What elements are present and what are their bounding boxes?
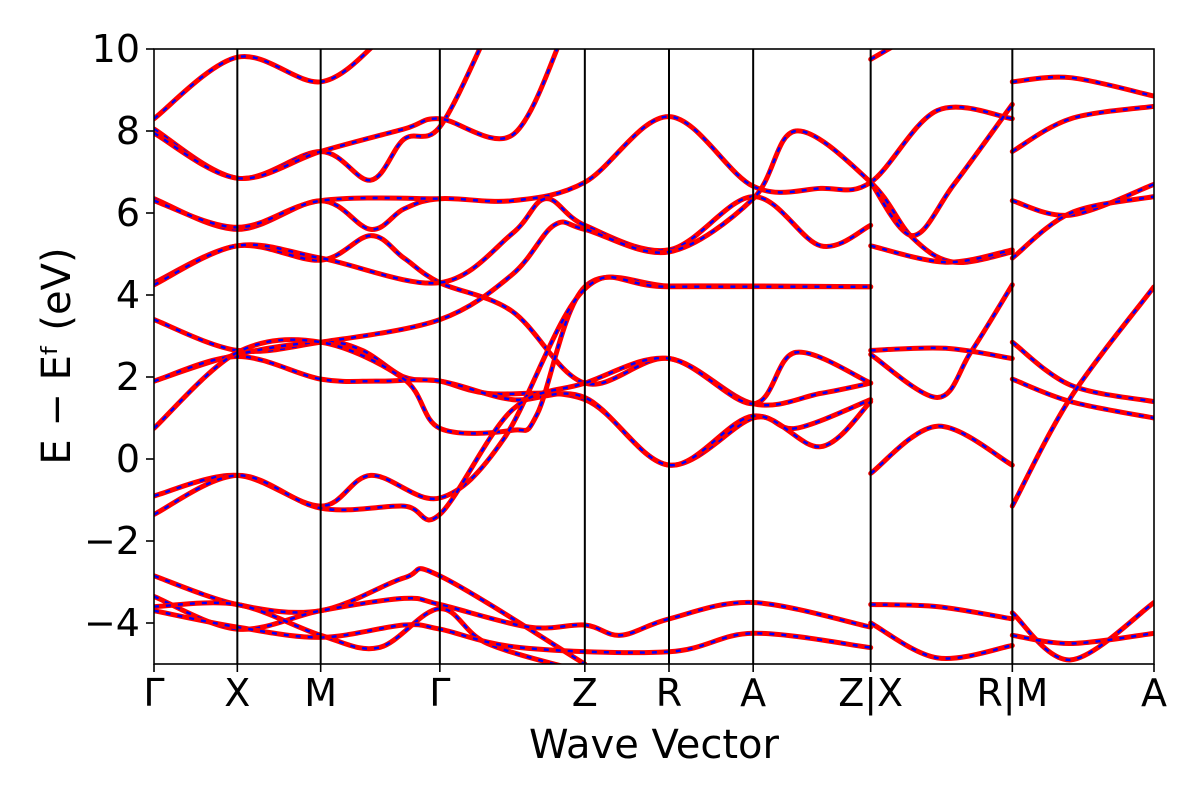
x-tick-label: X — [224, 671, 250, 715]
band-23-dashed-line — [870, 603, 1013, 621]
band-16-dashed-line — [154, 609, 871, 654]
x-tick-label: R|M — [976, 671, 1048, 716]
x-axis-ticks: Γ X M Γ Z R A Z|X R|M A — [143, 664, 1167, 716]
band-17-dashed-line — [870, 49, 891, 61]
band-25-dashed-line — [1012, 75, 1154, 98]
band-14-dashed-line — [154, 595, 871, 637]
x-axis-title: Wave Vector — [529, 722, 780, 768]
y-tick-label: 2 — [116, 355, 140, 399]
band-26-dashed-line — [1011, 105, 1154, 153]
band-22-dashed-line — [869, 424, 1013, 475]
y-tick-label: 10 — [92, 27, 140, 71]
y-tick-label: 0 — [116, 437, 140, 481]
x-tick-label: A — [740, 671, 766, 715]
band-12-dashed-line — [154, 351, 872, 522]
band-6-dashed-line — [154, 195, 872, 286]
y-tick-label: −4 — [84, 601, 140, 645]
y-tick-label: −2 — [84, 519, 140, 563]
band-13-dashed-line — [154, 567, 586, 664]
band-9-dashed-line — [154, 355, 872, 467]
band-24-dashed-line — [870, 621, 1013, 660]
band-32-line — [1009, 600, 1154, 663]
x-tick-label: Γ — [143, 671, 164, 715]
y-tick-label: 8 — [116, 109, 140, 153]
kpoint-lines — [236, 49, 1014, 664]
x-tick-label: Z|X — [838, 671, 903, 716]
band-3-dashed-line — [154, 105, 1013, 231]
x-tick-label: Γ — [429, 671, 450, 715]
band-31-dashed-line — [1011, 286, 1154, 507]
y-tick-label: 4 — [116, 273, 140, 317]
y-tick-label: 6 — [116, 191, 140, 235]
band-4-dashed-line — [154, 196, 440, 229]
band-28-dashed-line — [1011, 195, 1154, 260]
x-tick-label: R — [656, 671, 682, 715]
band-21-dashed-line — [870, 346, 1013, 360]
y-axis-title: E − Eᶠ (eV) — [34, 247, 80, 464]
band-0-line — [154, 49, 374, 122]
band-19-dashed-line — [870, 244, 1013, 264]
band-20-dashed-line — [870, 284, 1014, 399]
x-tick-label: A — [1141, 671, 1167, 715]
x-tick-label: Z — [572, 671, 598, 715]
band-33-dashed-line — [1012, 632, 1154, 645]
band-2-dashed-line — [154, 49, 559, 180]
x-tick-label: M — [304, 671, 337, 715]
y-axis-ticks: −4 −2 0 2 4 6 8 10 — [84, 27, 154, 645]
band-7-dashed-line — [154, 129, 1013, 353]
plot-frame — [153, 48, 1155, 665]
band-18-dashed-line — [869, 103, 1014, 237]
band-29-dashed-line — [1011, 341, 1154, 403]
